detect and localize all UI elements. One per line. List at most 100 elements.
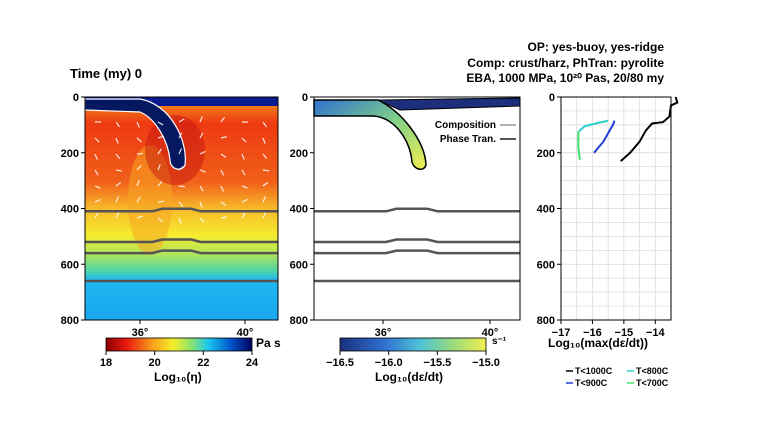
x-axis: 36° 40° xyxy=(132,320,254,339)
legend-label: T<900C xyxy=(575,378,608,388)
velocity-arrow xyxy=(199,217,205,223)
y-tick-label: 400 xyxy=(290,204,308,216)
velocity-arrow xyxy=(262,153,268,160)
velocity-arrow xyxy=(94,212,99,219)
y-tick-label: 0 xyxy=(549,92,555,104)
velocity-arrow xyxy=(136,165,142,171)
velocity-arrow xyxy=(115,181,122,187)
x-tick-label: 40° xyxy=(237,327,254,339)
velocity-arrow xyxy=(94,137,100,143)
y-tick-label: 0 xyxy=(73,92,79,104)
velocity-arrow xyxy=(199,185,204,192)
legend-composition: Composition xyxy=(435,120,496,131)
y-tick-label: 200 xyxy=(290,148,308,160)
velocity-arrow xyxy=(199,132,204,139)
velocity-arrow xyxy=(220,185,225,192)
velocity-arrow xyxy=(241,185,248,189)
y-axis: 0 200 400 600 800 xyxy=(290,92,314,327)
phase-boundaries xyxy=(85,207,278,283)
strain-rate-unit: s⁻¹ xyxy=(492,336,507,347)
velocity-arrow xyxy=(262,121,267,128)
plume-region xyxy=(128,145,172,255)
phase-boundary-line xyxy=(85,238,278,244)
profile-series xyxy=(577,96,679,162)
x-tick-label: 36° xyxy=(375,327,392,339)
colorbar-tick-label: 24 xyxy=(246,357,259,369)
velocity-arrow xyxy=(178,217,182,224)
y-axis: 0 200 400 600 800 xyxy=(537,92,561,327)
colorbar-tick-label: −16.5 xyxy=(326,357,354,369)
legend-label: T<1000C xyxy=(575,366,613,376)
phase-boundary-line xyxy=(85,249,278,255)
y-tick-label: 200 xyxy=(537,148,555,160)
x-tick-label: −14 xyxy=(646,327,666,339)
velocity-arrow xyxy=(157,135,164,139)
velocity-arrow xyxy=(157,148,162,155)
viscosity-colorbar xyxy=(105,337,253,352)
y-tick-label: 0 xyxy=(302,92,308,104)
velocity-arrow xyxy=(115,137,119,144)
series-line xyxy=(593,120,616,154)
y-tick-label: 800 xyxy=(537,315,555,327)
x-tick-label: 36° xyxy=(132,327,149,339)
viscosity-unit: Pa s xyxy=(256,336,281,350)
velocity-arrow xyxy=(136,137,142,143)
x-tick-label: −15 xyxy=(615,327,634,339)
colorbar-tick-label: −15.5 xyxy=(423,357,451,369)
strain-rate-colorbar xyxy=(339,337,487,352)
info-line-3: EBA, 1000 MPa, 10²⁰ Pas, 20/80 my xyxy=(466,71,664,85)
velocity-arrow xyxy=(94,169,99,176)
velocity-arrow xyxy=(262,212,267,219)
y-tick-label: 400 xyxy=(61,204,79,216)
velocity-arrow xyxy=(178,118,185,123)
x-tick-label: −17 xyxy=(552,327,571,339)
velocity-arrow xyxy=(157,217,163,223)
y-tick-label: 400 xyxy=(537,204,555,216)
colorbar-tick-label: 22 xyxy=(197,357,209,369)
velocity-arrow xyxy=(241,153,245,160)
velocity-arrow xyxy=(157,121,164,126)
phase-boundary-line xyxy=(314,249,520,255)
velocity-arrow xyxy=(220,153,227,158)
colorbar-tick-label: −15.0 xyxy=(472,357,500,369)
velocity-arrow xyxy=(241,169,246,176)
phase-boundary-line xyxy=(314,207,520,213)
x-tick-label: −16 xyxy=(583,327,602,339)
y-tick-label: 600 xyxy=(290,259,308,271)
y-tick-label: 800 xyxy=(61,315,79,327)
strain-rate-legend: Composition Phase Tran. xyxy=(435,120,516,145)
velocity-arrow xyxy=(94,153,98,160)
colorbar-tick-label: 18 xyxy=(100,357,112,369)
velocity-arrow xyxy=(178,165,185,171)
velocity-arrow xyxy=(94,199,101,203)
lithosphere-band xyxy=(85,97,278,106)
y-tick-label: 200 xyxy=(61,148,79,160)
velocity-arrow xyxy=(115,169,123,172)
velocity-arrow xyxy=(157,200,165,203)
velocity-arrow xyxy=(262,181,269,187)
velocity-arrow xyxy=(262,196,267,203)
series-line xyxy=(577,131,581,160)
y-tick-label: 600 xyxy=(61,259,79,271)
colorbar-tick-label: 20 xyxy=(149,357,161,369)
profile-legend: T<1000C T<900C T<800C T<700C xyxy=(566,366,669,388)
velocity-arrow xyxy=(178,201,184,207)
velocity-arrow xyxy=(241,137,247,143)
series-line xyxy=(577,119,609,133)
velocity-arrow xyxy=(220,169,225,176)
velocity-arrow xyxy=(199,201,203,208)
velocity-arrow xyxy=(241,212,246,219)
legend-phase: Phase Tran. xyxy=(440,134,496,145)
velocity-arrow xyxy=(115,212,120,219)
velocity-arrow xyxy=(157,181,163,187)
phase-boundary-line xyxy=(85,207,278,213)
velocity-arrow xyxy=(178,132,183,139)
phase-boundary-line xyxy=(314,238,520,244)
x-axis: 36° 40° xyxy=(375,320,498,339)
velocity-arrow xyxy=(115,153,121,160)
velocity-arrow xyxy=(199,150,206,155)
y-axis: 0 200 400 600 800 xyxy=(61,92,85,327)
velocity-arrow xyxy=(199,116,203,123)
velocity-arrow xyxy=(241,198,248,203)
